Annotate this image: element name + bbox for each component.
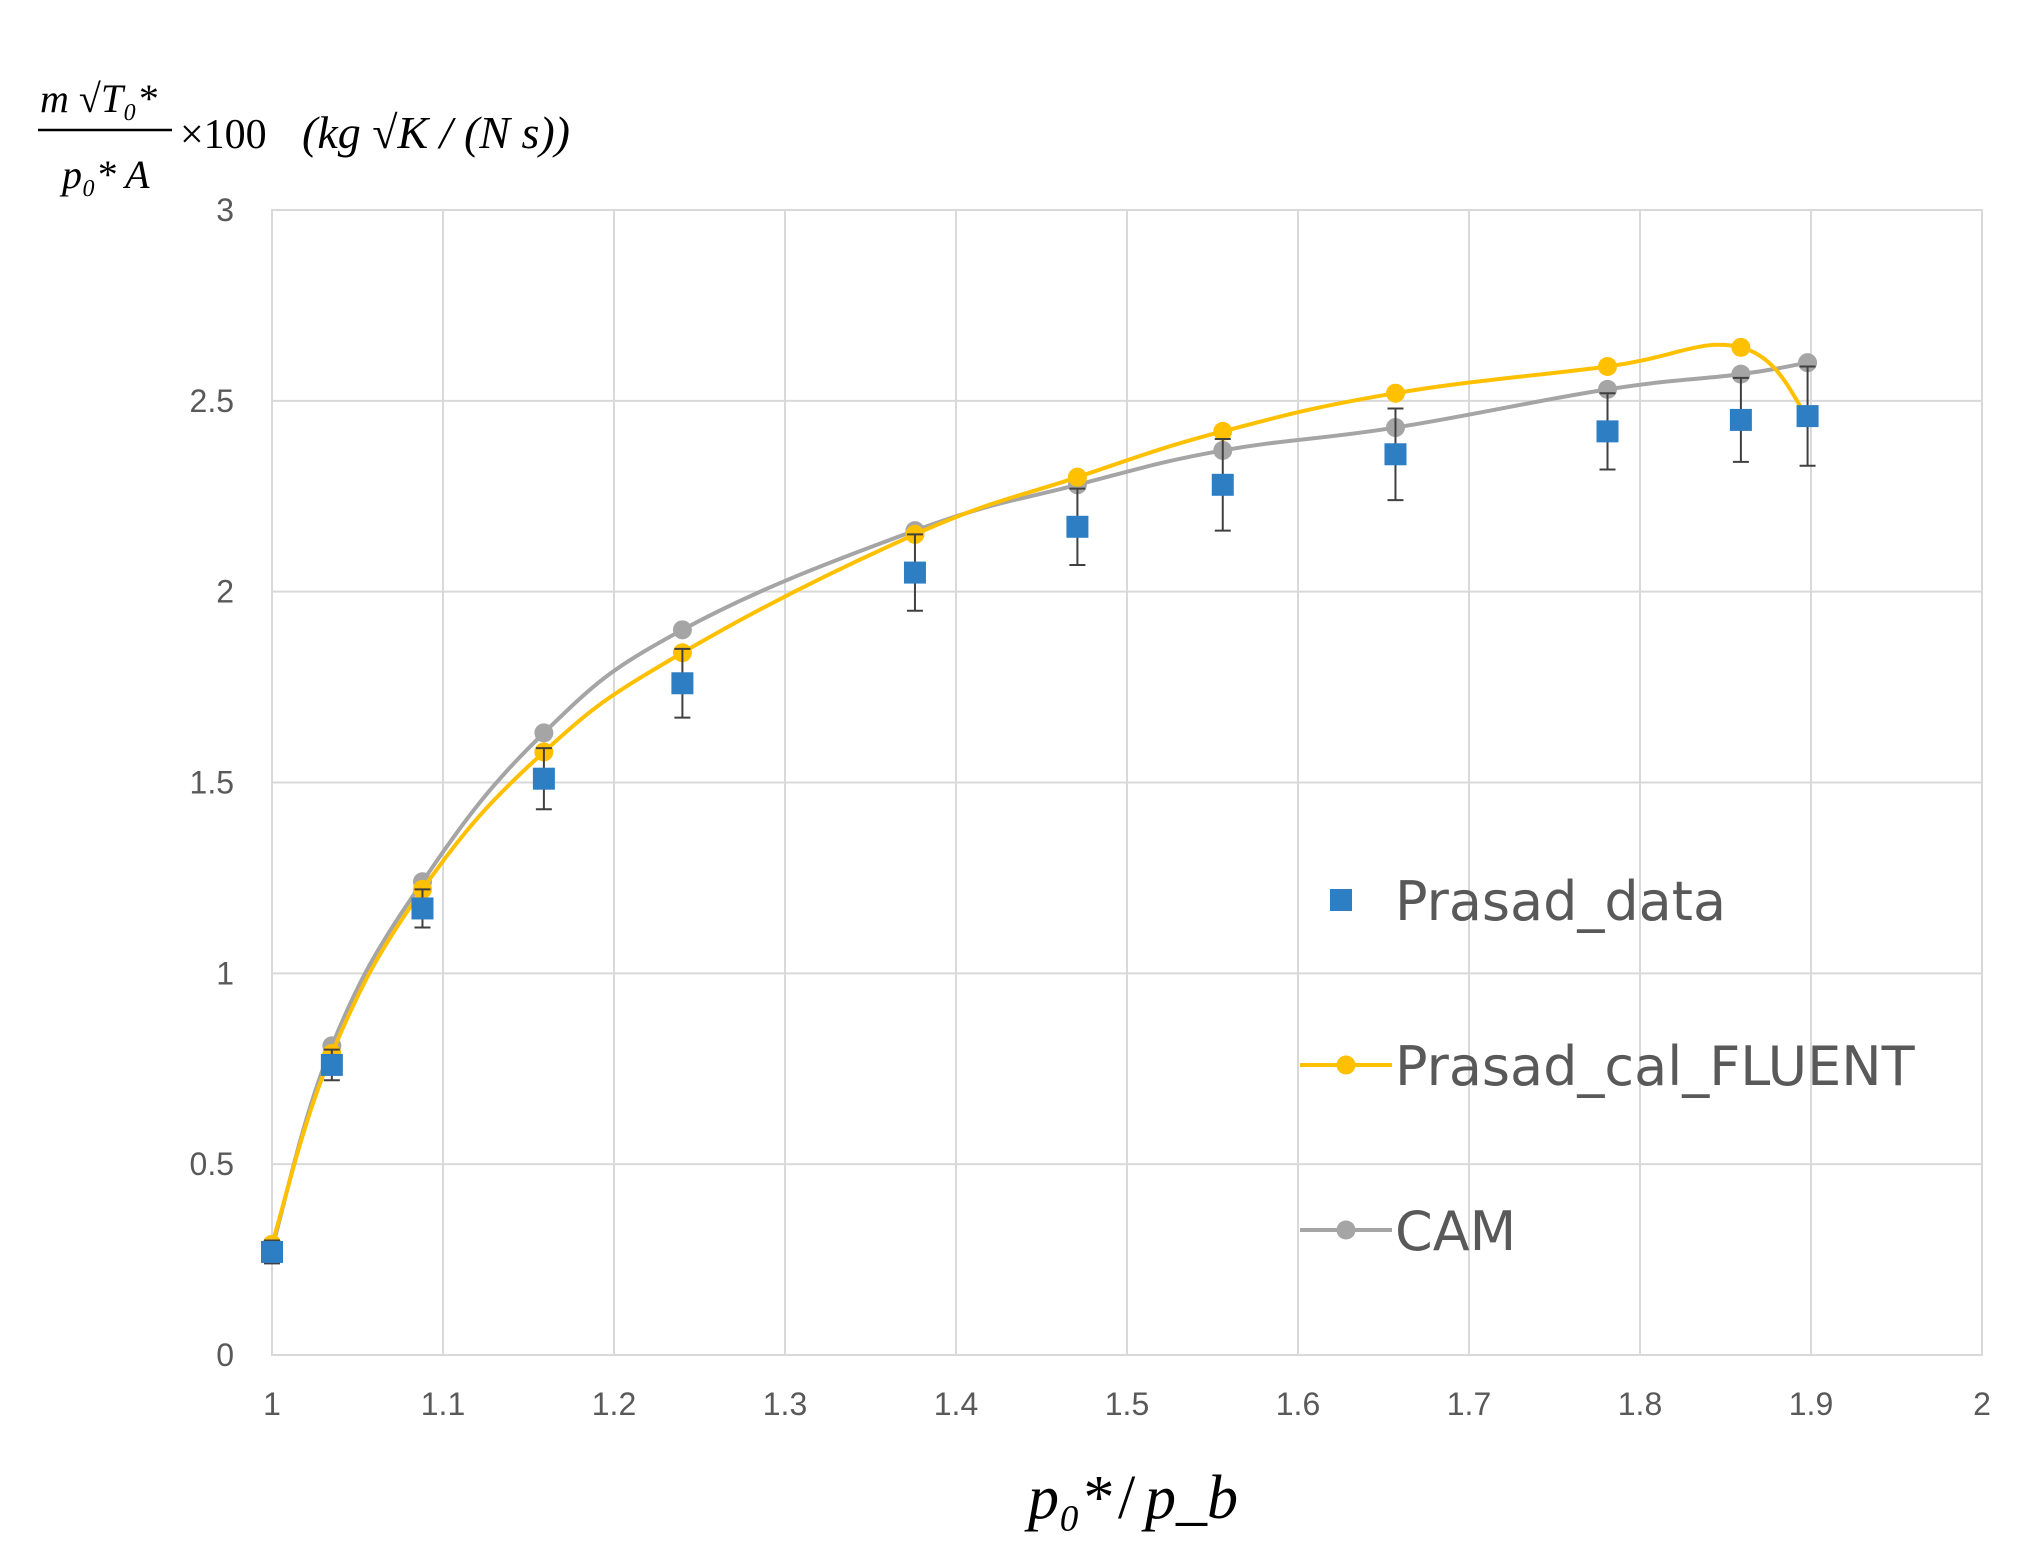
y-tick-label-3: 1.5: [190, 765, 234, 801]
point-prasad-data-8: [1384, 443, 1407, 466]
x-tick-label-8: 1.8: [1618, 1386, 1662, 1422]
y-tick-label-4: 2: [216, 574, 234, 610]
legend-item-prasad-data: Prasad_data: [1330, 870, 1726, 933]
x-tick-labels: 1 1.1 1.2 1.3 1.4 1.5 1.6 1.7 1.8 1.9 2: [263, 1386, 1991, 1422]
point-prasad-data-0: [261, 1240, 283, 1263]
point-prasad-data-4: [671, 672, 694, 695]
series-line-cam: [270, 360, 1808, 1249]
legend: Prasad_data Prasad_cal_FLUENT CAM: [1300, 870, 1916, 1263]
y-axis-label: m √T₀* p₀* A ×100 (kg √K / (N s)): [38, 76, 570, 197]
plot-area: [271, 209, 1983, 1356]
point-prasad-cal-fluent-7: [1213, 421, 1233, 441]
y-tick-label-0: 0: [216, 1337, 234, 1373]
y-tick-label-6: 3: [216, 192, 234, 228]
x-tick-label-9: 1.9: [1789, 1386, 1833, 1422]
point-prasad-data-2: [411, 897, 434, 920]
y-label-denominator: p₀* A: [59, 152, 150, 197]
point-prasad-cal-fluent-9: [1598, 356, 1618, 376]
legend-marker-cam: [1336, 1220, 1356, 1240]
point-prasad-data-5: [903, 561, 926, 584]
series-prasad-cal-fluent: [262, 337, 1818, 1254]
legend-swatch-prasad-data: [1330, 889, 1352, 911]
point-prasad-data-11: [1796, 405, 1819, 428]
point-prasad-cal-fluent-10: [1731, 337, 1751, 357]
point-cam-3: [534, 723, 554, 743]
point-prasad-data-1: [320, 1053, 343, 1076]
point-prasad-data-7: [1211, 473, 1234, 496]
y-tick-labels: 0 0.5 1 1.5 2 2.5 3: [190, 192, 234, 1373]
legend-item-prasad-cal-fluent: Prasad_cal_FLUENT: [1300, 1035, 1916, 1098]
y-tick-label-5: 2.5: [190, 383, 234, 419]
y-tick-label-1: 0.5: [190, 1146, 234, 1182]
x-label-num: p₀*: [1024, 1464, 1112, 1532]
y-label-numerator: m √T₀*: [40, 76, 157, 121]
x-tick-label-1: 1.1: [421, 1386, 465, 1422]
point-prasad-cal-fluent-6: [1067, 467, 1087, 487]
x-axis-label: p₀* / p_b: [1024, 1464, 1238, 1532]
point-prasad-data-10: [1729, 408, 1752, 431]
plot-border: [271, 209, 1983, 1356]
series-prasad-data: [261, 365, 1819, 1265]
series-layer: [261, 337, 1819, 1265]
legend-marker-prasad-cal-fluent: [1336, 1055, 1356, 1075]
legend-label-prasad-data: Prasad_data: [1395, 870, 1726, 933]
x-tick-label-3: 1.3: [763, 1386, 807, 1422]
legend-label-cam: CAM: [1395, 1200, 1516, 1263]
x-tick-label-4: 1.4: [934, 1386, 978, 1422]
grid-lines: [271, 209, 1983, 1356]
x-label-den: p_b: [1141, 1464, 1238, 1532]
x-tick-label-10: 2: [1973, 1386, 1991, 1422]
y-label-units: (kg √K / (N s)): [302, 107, 570, 158]
x-tick-label-7: 1.7: [1447, 1386, 1491, 1422]
y-label-factor: ×100: [180, 112, 267, 158]
x-tick-label-2: 1.2: [592, 1386, 636, 1422]
x-tick-label-5: 1.5: [1105, 1386, 1149, 1422]
y-tick-label-2: 1: [216, 955, 234, 991]
legend-label-prasad-cal-fluent: Prasad_cal_FLUENT: [1395, 1035, 1916, 1098]
x-label-slash: /: [1118, 1464, 1136, 1532]
series-line-prasad-cal-fluent: [270, 342, 1810, 1245]
legend-item-cam: CAM: [1300, 1200, 1516, 1263]
point-prasad-data-9: [1596, 420, 1619, 443]
point-prasad-data-3: [532, 767, 555, 790]
point-prasad-data-6: [1066, 515, 1089, 538]
point-prasad-cal-fluent-8: [1385, 383, 1405, 403]
x-tick-label-0: 1: [263, 1386, 281, 1422]
point-cam-4: [672, 620, 692, 640]
x-tick-label-6: 1.6: [1276, 1386, 1320, 1422]
